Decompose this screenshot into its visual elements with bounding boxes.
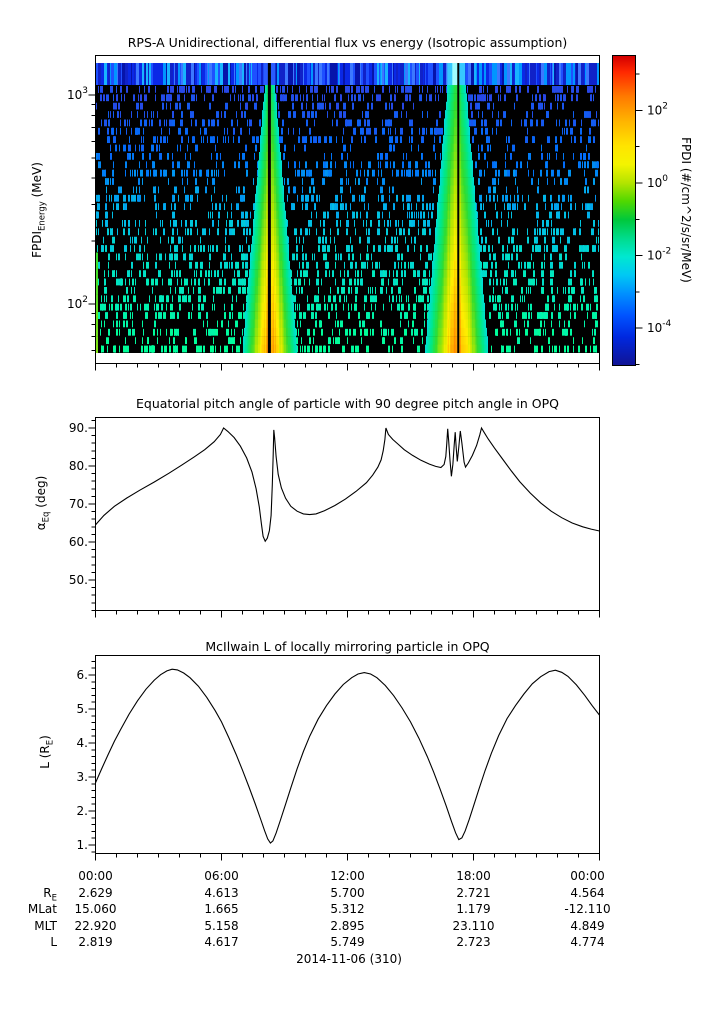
table-cell: 4.613 [204,886,239,900]
table-row-label: MLT [34,918,57,933]
table-cell: 1.665 [204,902,239,917]
l-tick-label: 2. [77,804,88,818]
colorbar-tick-label: 10-2 [647,247,671,263]
l-tick-label: 1. [77,838,88,852]
energy-tick-label: 102 [67,295,88,311]
table-cell: 5.749 [330,935,365,950]
table-cell: 1.179 [456,902,491,917]
table-row-label: RE [43,886,57,904]
colorbar-tick-label: 10-4 [647,319,672,335]
colorbar-frame [612,55,636,366]
table-cell: 2.723 [456,935,491,950]
table-cell: 2.819 [78,935,113,950]
table-cell: 2.721 [456,886,491,900]
table-cell: 23.110 [452,918,495,933]
table-cell: 2.895 [330,918,365,933]
table-cell: 5.700 [330,886,365,900]
table-cell: 5.312 [330,902,365,917]
pitch-tick-label: 90. [69,421,88,435]
mcilwain-curve [94,668,600,844]
table-cell: 4.774 [570,935,605,950]
colorbar-tick-label: 102 [647,101,668,117]
energy-tick-label: 103 [67,86,88,102]
time-tick-label: 12:00 [330,869,365,883]
table-row-label: L [50,935,57,950]
l-tick-label: 3. [77,770,88,784]
time-tick-label: 06:00 [204,869,239,883]
colorbar-tick-label: 100 [647,174,668,190]
mcilwain-frame [95,655,600,854]
time-tick-label: 18:00 [456,869,491,883]
colorbar-gradient [613,56,635,365]
time-tick-label: 00:00 [78,869,113,883]
table-cell: 4.564 [570,886,605,900]
pitch-tick-label: 50. [69,573,88,587]
table-cell: 4.849 [570,918,605,933]
spectrogram-image [95,63,600,353]
pitch-angle-title: Equatorial pitch angle of particle with … [135,396,560,411]
pitch-tick-label: 60. [69,535,88,549]
table-cell: 2.629 [78,886,113,900]
table-cell: -12.110 [564,902,611,917]
mcilwain-title: McIlwain L of locally mirroring particle… [205,639,490,654]
pitch-tick-label: 70. [69,497,88,511]
table-cell: 5.158 [204,918,239,933]
date-label: 2014-11-06 (310) [296,952,402,966]
spectrogram-frame [95,55,600,364]
l-tick-label: 5. [77,702,88,716]
table-row-label: MLat [27,902,57,917]
l-tick-label: 4. [77,736,88,750]
table-cell: 4.617 [204,935,239,950]
table-cell: 15.060 [74,902,117,917]
table-cell: 22.920 [74,918,117,933]
time-tick-label: 00:00 [570,869,605,883]
l-tick-label: 6. [77,668,88,682]
pitch-angle-curve [95,426,600,543]
pitch-angle-frame [95,417,600,611]
pitch-tick-label: 80. [69,459,88,473]
spectrogram-title: RPS-A Unidirectional, differential flux … [127,35,568,50]
